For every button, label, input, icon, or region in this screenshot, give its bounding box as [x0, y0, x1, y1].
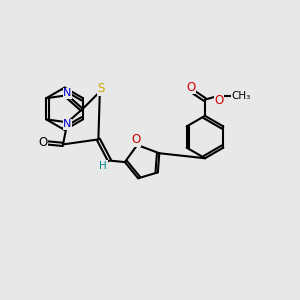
Text: O: O: [187, 81, 196, 94]
Text: O: O: [38, 136, 47, 149]
Text: O: O: [131, 134, 140, 146]
Text: O: O: [214, 94, 224, 107]
Text: H: H: [99, 161, 107, 171]
Text: N: N: [63, 119, 72, 129]
Text: CH₃: CH₃: [231, 91, 250, 101]
Text: N: N: [63, 88, 72, 98]
Text: S: S: [98, 82, 105, 95]
